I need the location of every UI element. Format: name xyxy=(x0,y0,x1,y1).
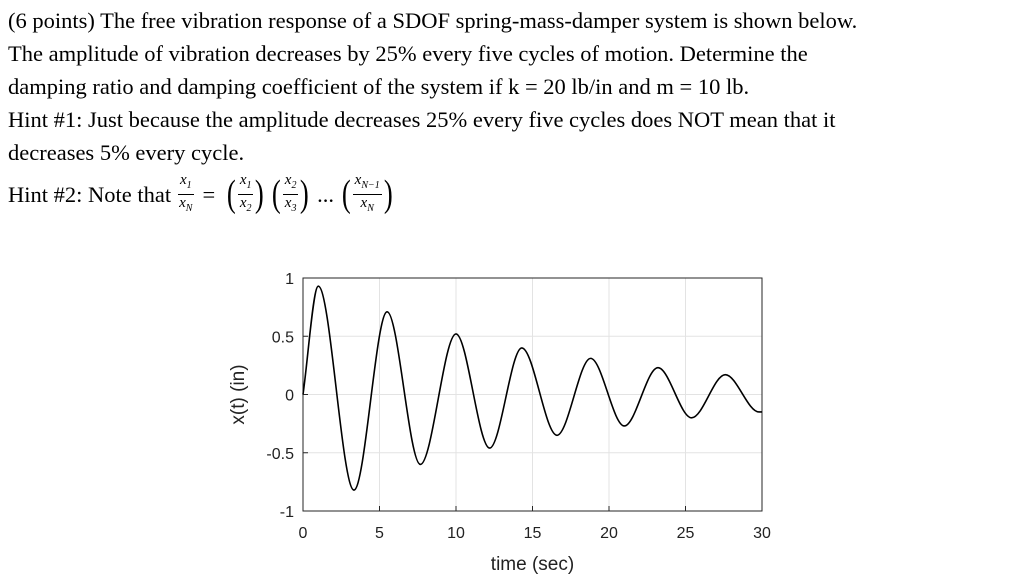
x-tick-label: 0 xyxy=(299,525,308,542)
x-tick-label: 5 xyxy=(375,525,384,542)
hint-2-term-last: ( xN−1 xN ) xyxy=(341,171,393,215)
y-tick-label: -1 xyxy=(280,504,294,521)
hint-2-term-2: ( x2 x3 ) xyxy=(272,171,310,215)
hint-2-equals: = xyxy=(202,181,216,207)
x-tick-label: 10 xyxy=(447,525,465,542)
y-tick-label: 0 xyxy=(285,388,294,405)
y-tick-label: -0.5 xyxy=(266,446,294,463)
hint-2-ellipsis: ... xyxy=(317,181,334,207)
problem-line-2: The amplitude of vibration decreases by … xyxy=(8,41,808,66)
x-axis-label: time (sec) xyxy=(491,554,574,575)
hint-2: Hint #2: Note that x1 xN = ( x1 x2 ) ( x… xyxy=(8,171,1018,217)
x-tick-label: 20 xyxy=(600,525,618,542)
x-tick-label: 30 xyxy=(753,525,771,542)
x-tick-label: 25 xyxy=(677,525,695,542)
y-tick-label: 0.5 xyxy=(272,329,294,346)
hint-1-line-2: decreases 5% every cycle. xyxy=(8,140,245,165)
response-curve xyxy=(302,285,762,491)
problem-line-3: damping ratio and damping coefficient of… xyxy=(8,74,750,99)
chart-ticks: 0 5 10 15 20 25 30 1 0.5 0 -0.5 -1 xyxy=(266,271,771,542)
hint-2-lead: Hint #2: Note that xyxy=(8,181,172,207)
y-tick-label: 1 xyxy=(285,271,294,288)
problem-statement: (6 points) The free vibration response o… xyxy=(8,4,1018,217)
y-axis-label: x(t) (in) xyxy=(228,364,249,424)
problem-line-1: (6 points) The free vibration response o… xyxy=(8,8,858,33)
hint-2-term-1: ( x1 x2 ) xyxy=(227,171,265,215)
hint-1-line-1: Hint #1: Just because the amplitude decr… xyxy=(8,107,836,132)
x-tick-label: 15 xyxy=(524,525,542,542)
hint-2-fraction-lhs: x1 xN xyxy=(177,171,194,214)
